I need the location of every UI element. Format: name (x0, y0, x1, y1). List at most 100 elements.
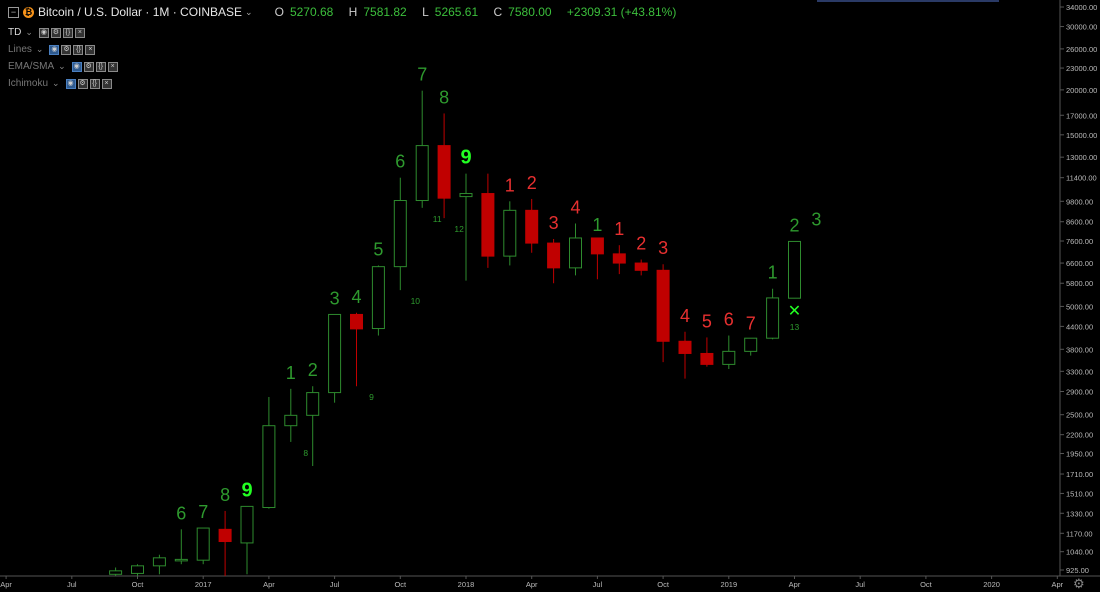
candle-body (700, 352, 714, 365)
td-setup-label: 7 (198, 502, 208, 522)
candle-body (218, 528, 232, 543)
x-tick-label: 2017 (195, 580, 212, 589)
y-tick-label: 1510.00 (1066, 489, 1093, 498)
td-setup-label: 6 (395, 152, 405, 172)
y-tick-label: 26000.00 (1066, 45, 1097, 54)
td-setup-label: 9 (460, 147, 471, 169)
close-icon[interactable]: × (107, 61, 118, 72)
indicator-lines[interactable]: Lines ⌄ ◉ ⚙{} × (8, 44, 97, 55)
code-icon[interactable]: {} (89, 78, 100, 89)
candle-body (284, 414, 298, 427)
close-icon[interactable]: × (101, 78, 112, 89)
x-tick-label: Apr (1051, 580, 1063, 589)
chevron-down-icon[interactable]: ⌄ (52, 78, 60, 88)
x-tick-label: Apr (263, 580, 275, 589)
y-tick-label: 5000.00 (1066, 302, 1093, 311)
indicator-ema-sma[interactable]: EMA/SMA ⌄ ◉ ⚙{} × (8, 61, 120, 72)
top-accent-bar (817, 0, 999, 2)
eye-icon[interactable]: ◉ (71, 61, 82, 72)
y-tick-label: 9800.00 (1066, 197, 1093, 206)
close-icon[interactable]: × (85, 44, 96, 55)
candle-body (131, 565, 144, 574)
eye-icon[interactable]: ◉ (65, 78, 76, 89)
chevron-down-icon[interactable]: ⌄ (245, 6, 253, 17)
settings-icon[interactable]: ⚙ (50, 27, 61, 38)
collapse-icon[interactable]: − (8, 6, 19, 18)
candle-body (262, 425, 276, 509)
td-13-marker: ✕ (788, 301, 801, 320)
td-setup-label: 8 (220, 485, 230, 505)
candle-body (503, 209, 517, 257)
candle-body (678, 340, 692, 354)
td-setup-label: 4 (680, 306, 690, 326)
td-setup-label: 6 (724, 310, 734, 330)
y-tick-label: 7600.00 (1066, 237, 1093, 246)
chevron-down-icon[interactable]: ⌄ (35, 44, 44, 54)
x-tick-label: Oct (920, 580, 933, 589)
td-countdown-label: 13 (790, 322, 800, 332)
chart-header: − ₿ Bitcoin / U.S. Dollar · 1M · COINBAS… (8, 5, 682, 19)
code-icon[interactable]: {} (62, 27, 73, 38)
candle-body (547, 242, 561, 269)
x-tick-label: Jul (67, 580, 77, 589)
candle-body (634, 262, 648, 271)
settings-icon[interactable]: ⚙ (61, 44, 72, 55)
eye-icon[interactable]: ◉ (49, 44, 60, 55)
td-setup-label: 1 (614, 219, 624, 239)
td-setup-label: 1 (768, 263, 778, 283)
eye-icon[interactable]: ◉ (38, 27, 49, 38)
candle-body (240, 505, 254, 544)
candle-body (328, 313, 342, 394)
candle-body (152, 557, 166, 567)
x-tick-label: 2018 (458, 580, 475, 589)
chevron-down-icon[interactable]: ⌄ (58, 61, 66, 71)
td-countdown-label: 10 (411, 296, 421, 306)
x-tick-label: Apr (0, 580, 12, 589)
indicator-ichimoku[interactable]: Ichimoku ⌄ ◉ ⚙{} × (8, 78, 114, 89)
candle-body (766, 297, 780, 339)
chevron-down-icon[interactable]: ⌄ (25, 27, 33, 37)
change-value: +2309.31 (+43.81%) (566, 5, 677, 19)
y-tick-label: 20000.00 (1066, 86, 1097, 95)
td-countdown-label: 11 (433, 214, 442, 224)
td-setup-label: 3 (658, 238, 668, 258)
candle-body (350, 313, 363, 330)
y-tick-label: 3800.00 (1066, 345, 1093, 354)
y-tick-label: 1710.00 (1066, 470, 1093, 479)
td-setup-label: 4 (570, 198, 580, 218)
candle-body (459, 193, 473, 198)
td-setup-label: 1 (592, 215, 602, 235)
td-setup-label: 8 (439, 87, 449, 107)
code-icon[interactable]: {} (95, 61, 106, 72)
td-setup-label: 3 (330, 288, 340, 308)
y-tick-label: 17000.00 (1066, 111, 1097, 120)
x-tick-label: Oct (394, 580, 407, 589)
x-tick-label: Jul (593, 580, 603, 589)
y-tick-label: 1170.00 (1066, 529, 1093, 538)
td-countdown-label: 8 (303, 448, 308, 458)
td-setup-label: 5 (373, 239, 383, 259)
x-tick-label: Apr (526, 580, 538, 589)
y-tick-label: 13000.00 (1066, 153, 1097, 162)
candle-body (437, 145, 451, 199)
close-icon[interactable]: × (74, 27, 85, 38)
candle-body (744, 337, 758, 352)
candle-body (415, 145, 429, 202)
td-setup-label: 2 (636, 234, 646, 254)
candle-body (525, 209, 539, 244)
symbol-title[interactable]: Bitcoin / U.S. Dollar · 1M · COINBASE (38, 5, 243, 19)
settings-icon[interactable]: ⚙ (77, 78, 88, 89)
y-tick-label: 925.00 (1066, 566, 1089, 575)
y-tick-label: 5800.00 (1066, 279, 1093, 288)
settings-icon[interactable]: ⚙ (83, 61, 94, 72)
x-tick-label: Oct (132, 580, 145, 589)
x-tick-label: Oct (657, 580, 670, 589)
gear-icon[interactable]: ⚙ (1073, 576, 1085, 591)
y-tick-label: 3300.00 (1066, 367, 1093, 376)
candle-body (569, 237, 582, 269)
td-countdown-label: 9 (369, 392, 374, 402)
candle-body (788, 240, 801, 299)
indicator-td[interactable]: TD ⌄ ◉ ⚙{} × (8, 27, 87, 38)
code-icon[interactable]: {} (73, 44, 84, 55)
